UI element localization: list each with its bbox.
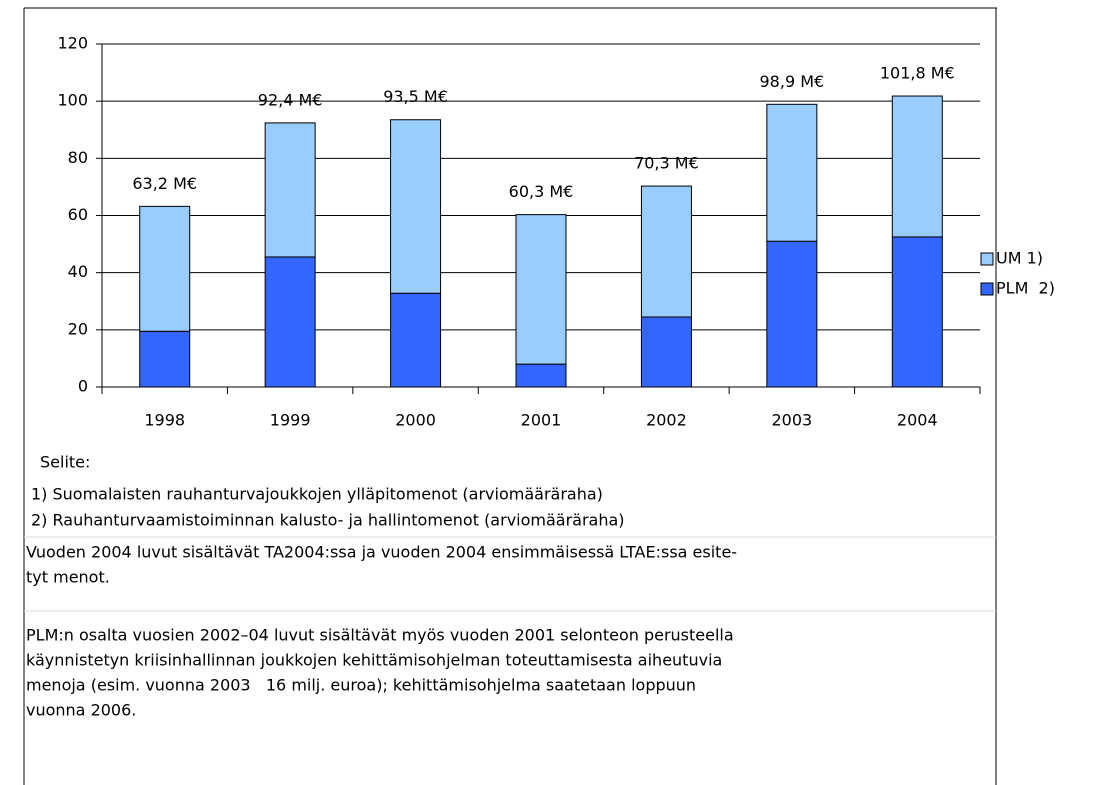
legend-swatch (980, 282, 994, 296)
paragraph-line: vuonna 2006. (26, 701, 136, 720)
bar-segment (390, 119, 442, 294)
y-tick-label: 60 (68, 205, 88, 224)
y-tick-label: 100 (57, 91, 88, 110)
total-label: 63,2 M€ (132, 174, 197, 193)
paragraph-line: Vuoden 2004 luvut sisältävät TA2004:ssa … (26, 543, 737, 562)
total-label: 93,5 M€ (383, 87, 448, 106)
bar-segment (515, 363, 567, 388)
note-item: 1) Suomalaisten rauhanturvajoukkojen yll… (31, 485, 603, 504)
bar-segment (640, 185, 692, 318)
x-tick-label: 2001 (521, 411, 562, 430)
bar-segment (766, 240, 818, 388)
x-tick-label: 2000 (395, 411, 436, 430)
x-tick-label: 2003 (771, 411, 812, 430)
total-label: 70,3 M€ (634, 154, 699, 173)
y-tick-label: 20 (68, 319, 88, 338)
bar-segment (515, 214, 567, 365)
x-tick-label: 1999 (270, 411, 311, 430)
note-item: 2) Rauhanturvaamistoiminnan kalusto- ja … (31, 511, 625, 530)
paragraph-line: PLM:n osalta vuosien 2002–04 luvut sisäl… (26, 626, 734, 645)
bar-segment (766, 103, 818, 242)
x-tick-label: 2002 (646, 411, 687, 430)
legend-label: UM 1) (996, 249, 1043, 268)
paragraph-line: tyt menot. (26, 568, 110, 587)
bar-segment (390, 292, 442, 388)
notes-heading: Selite: (40, 453, 90, 472)
x-tick-label: 1998 (144, 411, 185, 430)
total-label: 60,3 M€ (509, 182, 574, 201)
legend-swatch (980, 252, 994, 266)
legend-label: PLM 2) (996, 279, 1055, 298)
bar-segment (139, 330, 191, 388)
paragraph-line: menoja (esim. vuonna 2003 16 milj. euroa… (26, 676, 696, 695)
bar-segment (264, 122, 316, 258)
bar-segment (640, 316, 692, 388)
total-label: 98,9 M€ (760, 72, 825, 91)
total-label: 101,8 M€ (880, 64, 955, 83)
bar-segment (264, 256, 316, 388)
bar-segment (891, 95, 943, 238)
bar-segment (139, 205, 191, 332)
bar-segment (891, 236, 943, 388)
y-tick-label: 80 (68, 148, 88, 167)
x-tick-label: 2004 (897, 411, 938, 430)
paragraph-line: käynnistetyn kriisinhallinnan joukkojen … (26, 651, 722, 670)
y-tick-label: 0 (78, 377, 88, 396)
total-label: 92,4 M€ (258, 90, 323, 109)
y-tick-label: 120 (57, 34, 88, 53)
y-tick-label: 40 (68, 262, 88, 281)
